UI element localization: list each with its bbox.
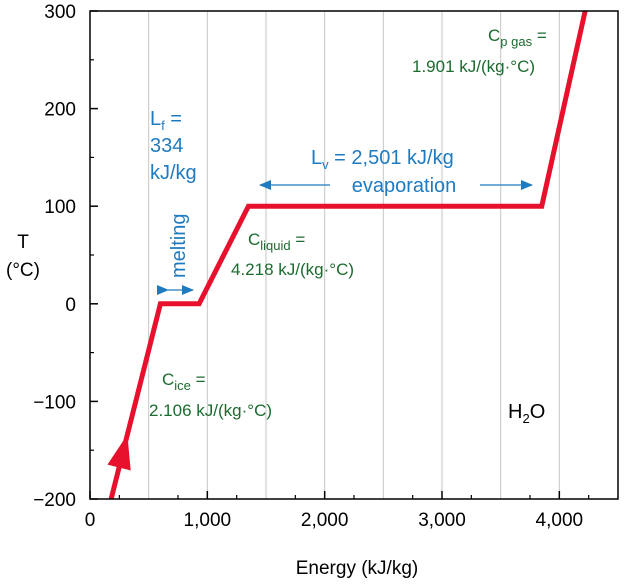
x-tick-label: 3,000 bbox=[418, 510, 466, 531]
y-tick-label: −100 bbox=[33, 392, 76, 413]
x-tick-label: 2,000 bbox=[301, 510, 349, 531]
heating-curve-line bbox=[108, 10, 588, 500]
y-tick-label: 300 bbox=[44, 2, 76, 23]
y-tick-label: 100 bbox=[44, 197, 76, 218]
y-axis-label: T bbox=[17, 232, 29, 253]
latent-heat-vaporization-label: Lv = 2,501 kJ/kg bbox=[311, 147, 454, 172]
grid-lines bbox=[148, 11, 560, 499]
y-axis-unit: (°C) bbox=[6, 260, 40, 281]
c-ice-value: 2.106 kJ/(kg·°C) bbox=[149, 401, 272, 420]
melting-label: melting bbox=[168, 214, 190, 278]
c-liquid-value: 4.218 kJ/(kg·°C) bbox=[231, 260, 354, 279]
latent-heat-fusion-unit: kJ/kg bbox=[150, 162, 197, 184]
x-tick-label: 4,000 bbox=[536, 510, 584, 531]
x-tick-label: 1,000 bbox=[184, 510, 232, 531]
x-tick-label: 0 bbox=[85, 510, 96, 531]
y-tick-label: 200 bbox=[44, 100, 76, 121]
y-tick-label: 0 bbox=[65, 295, 76, 316]
x-axis-label: Energy (kJ/kg) bbox=[296, 558, 418, 579]
c-ice-label: Cice = bbox=[162, 370, 206, 393]
evaporation-label: evaporation bbox=[352, 175, 457, 197]
direction-arrowhead bbox=[107, 434, 131, 471]
data-layer bbox=[107, 10, 588, 500]
latent-heat-fusion-value: 334 bbox=[150, 135, 183, 157]
cp-gas-label: Cp gas = bbox=[488, 26, 547, 49]
substance-label: H2O bbox=[508, 401, 545, 426]
c-liquid-label: Cliquid = bbox=[248, 230, 305, 253]
axis-ticks: 0 1,000 2,000 3,000 4,000 −200 −100 0 100 200 300 bbox=[33, 2, 590, 531]
y-tick-label: −200 bbox=[33, 490, 76, 511]
cp-gas-value: 1.901 kJ/(kg·°C) bbox=[412, 57, 535, 76]
latent-heat-fusion-label: Lf = bbox=[150, 108, 182, 133]
